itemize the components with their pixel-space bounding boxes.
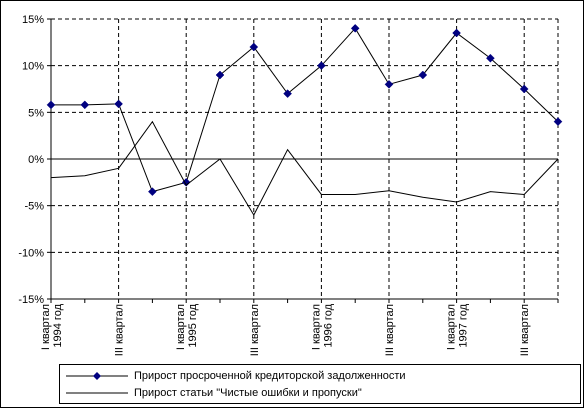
series-line-1 bbox=[50, 120, 559, 217]
x-tick-label: I квартал bbox=[446, 304, 458, 350]
x-tick-label: I квартал bbox=[175, 304, 187, 350]
data-point bbox=[249, 42, 259, 52]
y-tick-label: -15% bbox=[18, 294, 44, 306]
y-tick-label: 10% bbox=[22, 61, 44, 73]
x-tick-label: I квартал bbox=[40, 304, 52, 350]
data-point bbox=[452, 28, 461, 38]
data-point bbox=[283, 89, 292, 99]
data-point bbox=[519, 84, 529, 94]
y-tick-labels: -15% -10% -5% 0% 5% 10% 15% bbox=[18, 14, 44, 306]
line-chart: -15%-10%-5%0%5%10%15% I квартал 1994 год I… bbox=[18, 14, 563, 356]
legend-item-errors-omissions: Прирост статьи "Чистые ошибки и пропуски… bbox=[60, 384, 362, 402]
legend-marker-diamond bbox=[66, 372, 128, 380]
data-point bbox=[350, 23, 360, 33]
legend-line-plain bbox=[66, 392, 128, 394]
x-tick-label: III квартал bbox=[114, 304, 126, 356]
x-tick-label: 1994 год bbox=[52, 303, 64, 347]
y-tick-label: -10% bbox=[18, 247, 44, 259]
data-point bbox=[215, 70, 225, 80]
series bbox=[46, 23, 563, 217]
x-tick-label: 1995 год bbox=[187, 303, 199, 347]
x-tick-label: III квартал bbox=[384, 304, 396, 356]
data-point bbox=[46, 100, 56, 110]
y-tick-label: 15% bbox=[22, 14, 44, 26]
legend-label-errors-omissions: Прирост статьи "Чистые ошибки и пропуски… bbox=[134, 387, 362, 399]
y-tick-label: 5% bbox=[28, 107, 44, 119]
data-point bbox=[486, 53, 495, 63]
data-point bbox=[384, 79, 394, 89]
x-tick-label: 1997 год bbox=[458, 303, 470, 347]
axes bbox=[47, 18, 559, 303]
x-tick-label: III квартал bbox=[519, 304, 531, 356]
data-point bbox=[80, 100, 90, 110]
legend-item-overdue-payables: Прирост просроченной кредиторской задолж… bbox=[60, 367, 406, 385]
series-line-0 bbox=[51, 27, 559, 193]
y-tick-label: -5% bbox=[24, 201, 44, 213]
data-point bbox=[317, 61, 326, 71]
x-tick-label: III квартал bbox=[249, 304, 261, 356]
x-tick-labels: I квартал 1994 год III квартал I квартал 199… bbox=[40, 303, 531, 356]
data-point bbox=[114, 99, 123, 109]
data-point bbox=[148, 187, 157, 197]
x-tick-label: I квартал bbox=[310, 304, 322, 350]
legend-label-overdue-payables: Прирост просроченной кредиторской задолж… bbox=[134, 370, 406, 382]
x-tick-label: 1996 год bbox=[322, 303, 334, 347]
y-tick-label: 0% bbox=[28, 154, 44, 166]
legend: Прирост просроченной кредиторской задолж… bbox=[59, 364, 581, 404]
data-point bbox=[553, 117, 563, 127]
data-point bbox=[418, 70, 428, 80]
